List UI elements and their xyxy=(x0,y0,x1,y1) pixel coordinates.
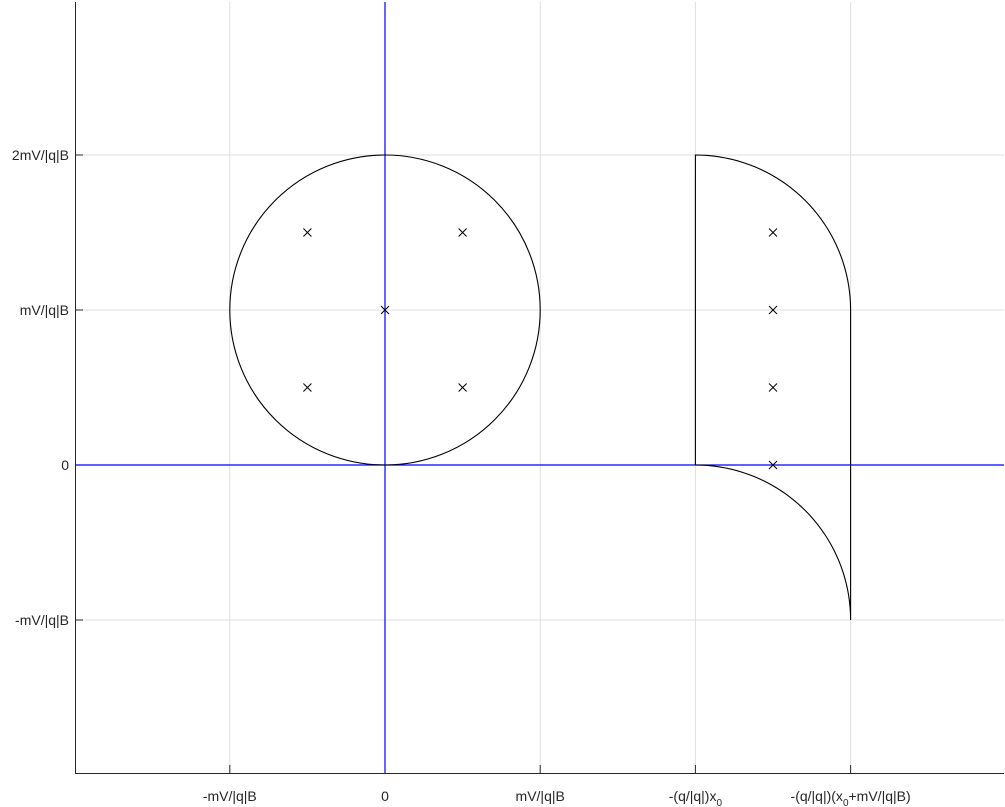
x-marker-stroke xyxy=(458,383,467,392)
x-tick-label: -mV/|q|B xyxy=(203,788,257,804)
x-marker-stroke xyxy=(768,228,778,237)
trajectory-curves xyxy=(229,154,852,621)
x-tick-label: -(q/|q|)x0 xyxy=(669,788,723,807)
x-tick-label: -(q/|q|)(x0+mV/|q|B) xyxy=(791,788,911,807)
field-markers xyxy=(303,228,778,470)
x-marker-stroke xyxy=(303,383,312,392)
x-marker xyxy=(768,383,778,392)
region-boundary xyxy=(694,154,852,621)
x-marker xyxy=(458,383,467,392)
x-marker xyxy=(303,228,312,237)
x-marker xyxy=(768,228,778,237)
y-tick-label: mV/|q|B xyxy=(20,302,69,318)
circular-orbit xyxy=(229,154,541,466)
y-tick-label: 0 xyxy=(61,457,69,473)
x-marker-stroke xyxy=(768,305,778,315)
x-marker-stroke xyxy=(303,228,312,237)
x-marker-stroke xyxy=(458,228,467,237)
x-tick-label: 0 xyxy=(381,788,389,804)
x-marker xyxy=(768,305,778,315)
x-marker xyxy=(458,228,467,237)
x-marker xyxy=(380,305,390,315)
x-marker-stroke xyxy=(768,460,778,470)
x-tick-label: mV/|q|B xyxy=(516,788,565,804)
x-marker-stroke xyxy=(768,383,778,392)
x-marker xyxy=(303,383,312,392)
coordinate-axes xyxy=(75,2,1004,773)
y-tick-label: -mV/|q|B xyxy=(15,612,69,628)
x-marker xyxy=(768,460,778,470)
y-tick-label: 2mV/|q|B xyxy=(12,147,69,163)
x-marker-stroke xyxy=(380,305,390,315)
tick-labels: -mV/|q|B 0 mV/|q|B -(q/|q|)x0 -(q/|q|)(x0+mV… xyxy=(12,147,911,807)
